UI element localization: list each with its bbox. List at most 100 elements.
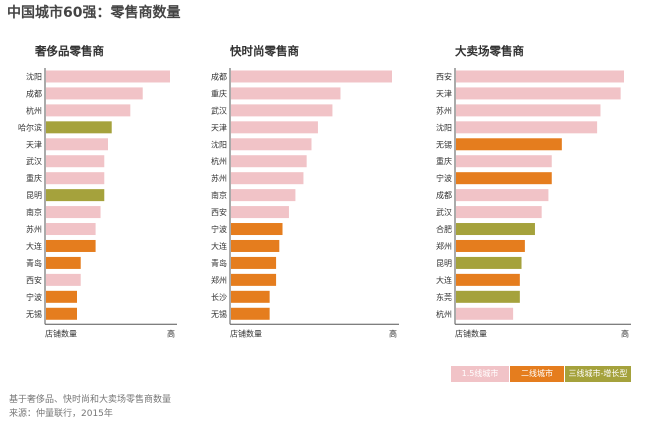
category-label: 西安	[26, 275, 42, 285]
x-axis-label: 店铺数量	[45, 328, 77, 338]
bar	[456, 206, 542, 219]
bar	[231, 121, 318, 134]
bar	[46, 87, 143, 100]
category-label: 无锡	[436, 140, 452, 149]
footnote-description: 基于奢侈品、快时尚和大卖场零售商数量	[9, 395, 172, 405]
category-label: 重庆	[436, 156, 452, 166]
category-label: 苏州	[436, 105, 452, 115]
bar	[456, 223, 535, 236]
category-label: 宁波	[26, 292, 42, 302]
category-label: 大连	[436, 275, 452, 285]
bar	[456, 256, 522, 269]
bar	[456, 239, 525, 252]
bar	[231, 138, 312, 151]
category-label: 无锡	[211, 310, 227, 319]
category-label: 大连	[211, 241, 227, 251]
bar	[456, 138, 562, 151]
chart-title-2: 快时尚零售商	[229, 44, 299, 58]
category-label: 苏州	[26, 224, 42, 234]
legend-item-tier1: 1.5线城市	[451, 366, 509, 382]
bar	[46, 307, 77, 320]
category-label: 东莞	[436, 292, 452, 302]
bar	[231, 87, 341, 100]
category-label: 杭州	[211, 156, 227, 166]
bar	[231, 189, 296, 202]
category-label: 郑州	[211, 275, 227, 285]
chart-title-3: 大卖场零售商	[455, 44, 524, 58]
category-label: 昆明	[26, 191, 42, 200]
chart-title-1: 奢侈品零售商	[34, 44, 104, 58]
category-label: 合肥	[436, 224, 452, 234]
category-label: 天津	[436, 88, 452, 98]
category-label: 杭州	[436, 309, 452, 319]
bar	[46, 223, 96, 236]
legend-item-tier3: 三线城市-增长型	[565, 366, 631, 382]
category-label: 南京	[26, 207, 42, 217]
category-label: 重庆	[26, 173, 42, 183]
bar	[46, 172, 105, 185]
category-label: 西安	[211, 207, 227, 217]
bar	[231, 273, 277, 286]
bar	[456, 87, 621, 100]
bar	[46, 206, 101, 219]
bar	[456, 104, 601, 117]
charts-canvas: 奢侈品零售商沈阳成都杭州哈尔滨天津武汉重庆昆明南京苏州大连青岛西安宁波无锡店铺数…	[18, 44, 631, 338]
category-label: 昆明	[436, 259, 452, 268]
category-label: 青岛	[211, 258, 227, 268]
page-title: 中国城市60强：零售商数量	[7, 5, 181, 21]
bar	[46, 273, 81, 286]
category-label: 沈阳	[211, 139, 227, 149]
x-axis-high-label: 高	[621, 328, 629, 338]
bar	[46, 138, 108, 151]
footnote-source: 来源：仲量联行，2015年	[9, 409, 113, 419]
bar	[46, 155, 105, 168]
category-label: 宁波	[436, 173, 452, 183]
category-label: 沈阳	[436, 122, 452, 132]
category-label: 武汉	[211, 105, 227, 115]
bar	[46, 121, 112, 134]
bar	[46, 189, 105, 202]
legend-item-tier2: 二线城市	[510, 366, 564, 382]
bar	[46, 70, 170, 83]
bar	[231, 172, 304, 185]
category-label: 天津	[26, 139, 42, 149]
category-label: 青岛	[26, 258, 42, 268]
bar	[231, 307, 270, 320]
bar	[456, 189, 549, 202]
bar	[231, 223, 283, 236]
category-label: 成都	[26, 88, 42, 98]
x-axis-label: 店铺数量	[230, 328, 262, 338]
category-label: 西安	[436, 71, 452, 81]
legend-label-tier1: 1.5线城市	[461, 369, 499, 378]
bar	[231, 70, 392, 83]
legend-label-tier2: 二线城市	[521, 369, 553, 378]
bar	[456, 155, 552, 168]
bar	[456, 121, 598, 134]
category-label: 武汉	[26, 156, 42, 166]
bar	[46, 256, 81, 269]
bar	[456, 172, 552, 185]
bar	[46, 290, 77, 303]
bar	[231, 256, 277, 269]
category-label: 南京	[211, 190, 227, 200]
category-label: 郑州	[436, 241, 452, 251]
category-label: 宁波	[211, 224, 227, 234]
bar	[46, 239, 96, 252]
bar	[456, 290, 520, 303]
category-label: 无锡	[26, 310, 42, 319]
x-axis-label: 店铺数量	[455, 328, 487, 338]
category-label: 成都	[211, 71, 227, 81]
category-label: 成都	[436, 190, 452, 200]
category-label: 哈尔滨	[18, 122, 42, 132]
bar	[231, 155, 307, 168]
category-label: 重庆	[211, 88, 227, 98]
x-axis-high-label: 高	[389, 328, 397, 338]
bar	[231, 239, 280, 252]
legend-label-tier3: 三线城市-增长型	[568, 369, 628, 378]
bar	[456, 70, 624, 83]
bar	[231, 290, 270, 303]
bar	[456, 273, 520, 286]
x-axis-high-label: 高	[167, 328, 175, 338]
category-label: 杭州	[26, 105, 42, 115]
category-label: 天津	[211, 122, 227, 132]
